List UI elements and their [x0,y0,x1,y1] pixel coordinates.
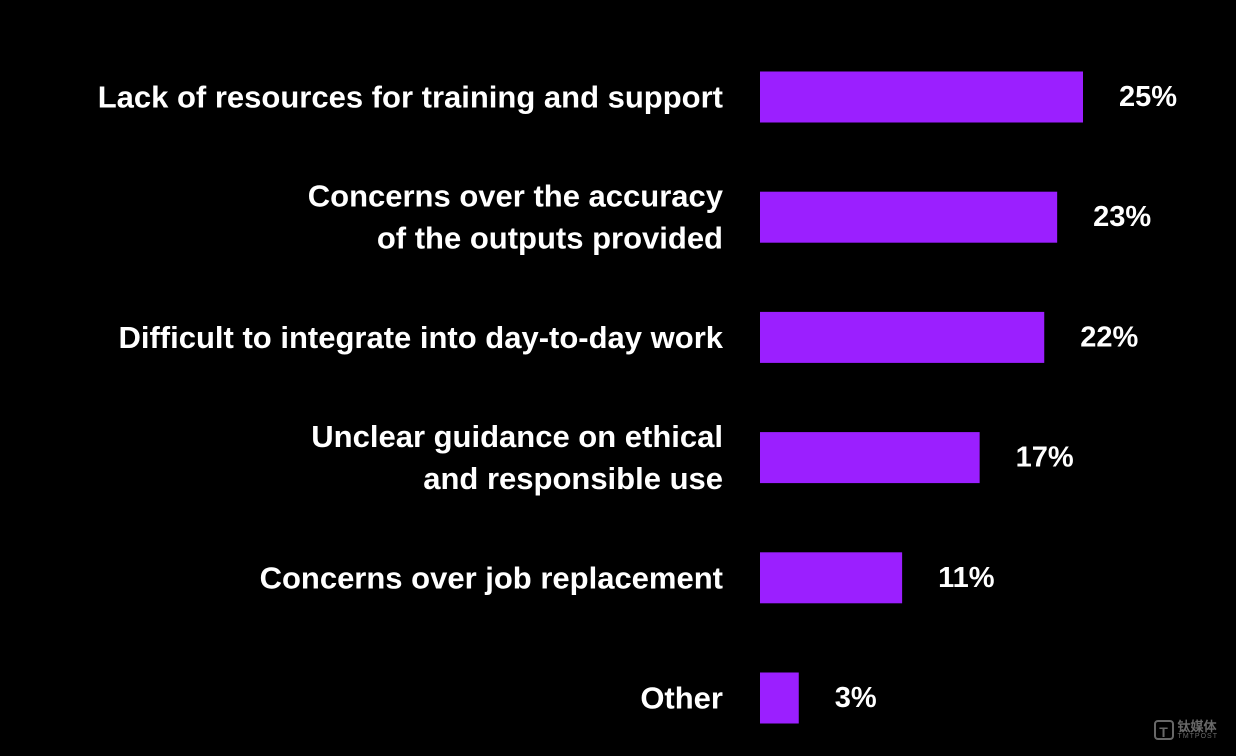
value-label-1: 25% [1119,81,1177,113]
watermark-text: 钛媒体 TMTPOST [1178,720,1218,740]
category-label-6-line-1: Other [640,681,723,716]
category-label-4-line-1: Unclear guidance on ethical [311,419,723,454]
category-label-3-line-1: Difficult to integrate into day-to-day w… [118,320,723,355]
value-label-6: 3% [835,682,877,714]
bars-group [760,71,1083,724]
bar-6 [760,672,799,724]
category-label-5: Concerns over job replacement [260,560,723,595]
watermark-name-en: TMTPOST [1177,733,1218,740]
category-label-2-line-1: Concerns over the accuracy [308,179,724,214]
category-label-2-line-2: of the outputs provided [377,221,723,256]
bar-2 [760,191,1058,243]
bar-4 [760,432,980,484]
category-label-1-line-1: Lack of resources for training and suppo… [98,80,723,115]
category-labels-group: Lack of resources for training and suppo… [98,80,724,716]
category-label-4-line-2: and responsible use [423,461,723,496]
category-label-4: Unclear guidance on ethical and responsib… [311,419,723,496]
category-label-2: Concerns over the accuracy of the outputs… [308,179,724,256]
value-labels-group: 25% 23% 22% 17% 11% 3% [835,81,1177,714]
value-label-3: 22% [1080,321,1138,353]
bar-1 [760,71,1083,123]
category-label-5-line-1: Concerns over job replacement [260,560,723,595]
category-label-1: Lack of resources for training and suppo… [98,80,723,115]
tmtpost-logo-icon: T [1153,720,1174,740]
watermark-name-cn: 钛媒体 [1177,719,1217,734]
bar-5 [760,552,903,604]
value-label-4: 17% [1016,442,1074,474]
category-label-3: Difficult to integrate into day-to-day w… [118,320,723,355]
value-label-2: 23% [1093,201,1151,233]
category-label-6: Other [640,681,723,716]
watermark: T 钛媒体 TMTPOST [1153,720,1218,740]
value-label-5: 11% [938,562,995,594]
bar-3 [760,311,1045,363]
